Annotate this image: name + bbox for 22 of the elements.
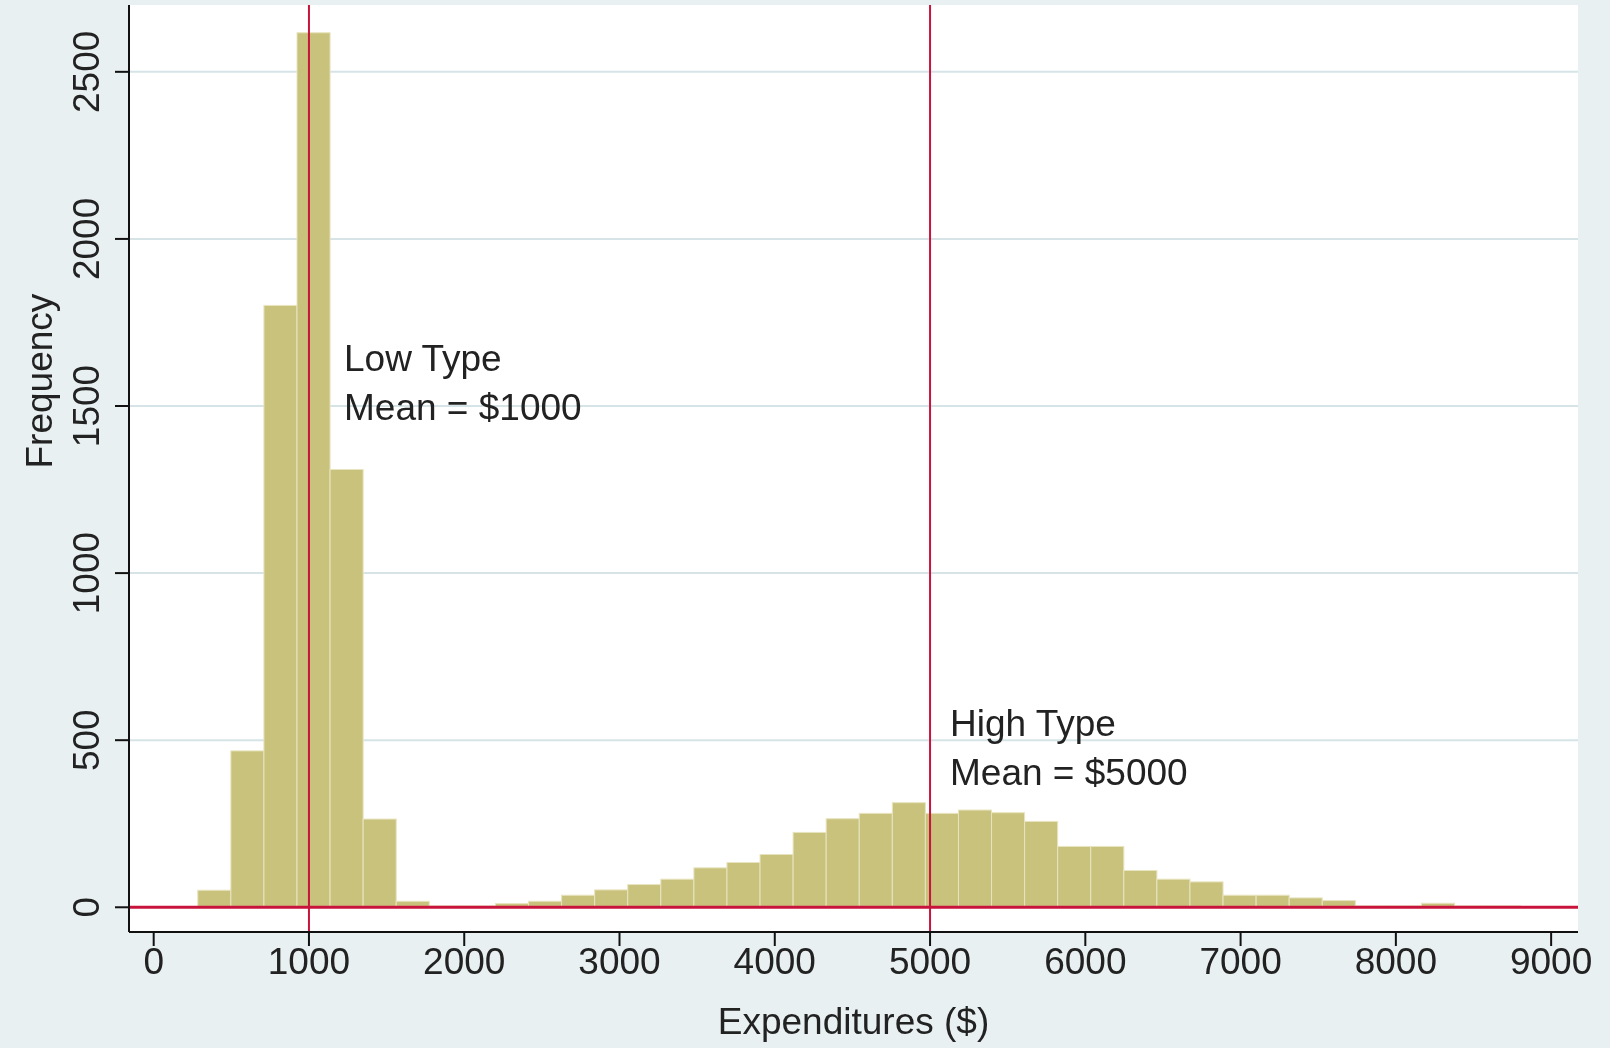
annotation: Low Type xyxy=(344,337,502,379)
annotation: Mean = $1000 xyxy=(344,386,582,428)
annotation: High Type xyxy=(950,702,1116,744)
x-tick-label: 7000 xyxy=(1199,941,1282,983)
y-tick-label: 1000 xyxy=(66,531,107,615)
y-tick-label: 1500 xyxy=(66,364,107,448)
y-axis-title: Frequency xyxy=(19,293,61,469)
x-tick-label: 8000 xyxy=(1354,941,1438,983)
y-tick-label: 500 xyxy=(66,709,107,772)
y-tick-label: 2500 xyxy=(66,30,107,113)
x-tick-label: 6000 xyxy=(1044,941,1127,983)
x-tick-label: 1000 xyxy=(267,941,351,983)
annotation: Mean = $5000 xyxy=(950,751,1188,793)
x-tick-label: 2000 xyxy=(423,941,506,983)
x-tick-label: 9000 xyxy=(1509,941,1593,983)
x-axis-title: Expenditures ($) xyxy=(717,1001,990,1042)
y-tick-label: 0 xyxy=(66,896,107,918)
x-tick-label: 4000 xyxy=(733,941,816,983)
x-tick-label: 0 xyxy=(143,941,164,983)
x-tick-label: 5000 xyxy=(888,941,972,983)
x-tick-label: 3000 xyxy=(578,941,661,983)
y-tick-label: 2000 xyxy=(66,197,107,281)
